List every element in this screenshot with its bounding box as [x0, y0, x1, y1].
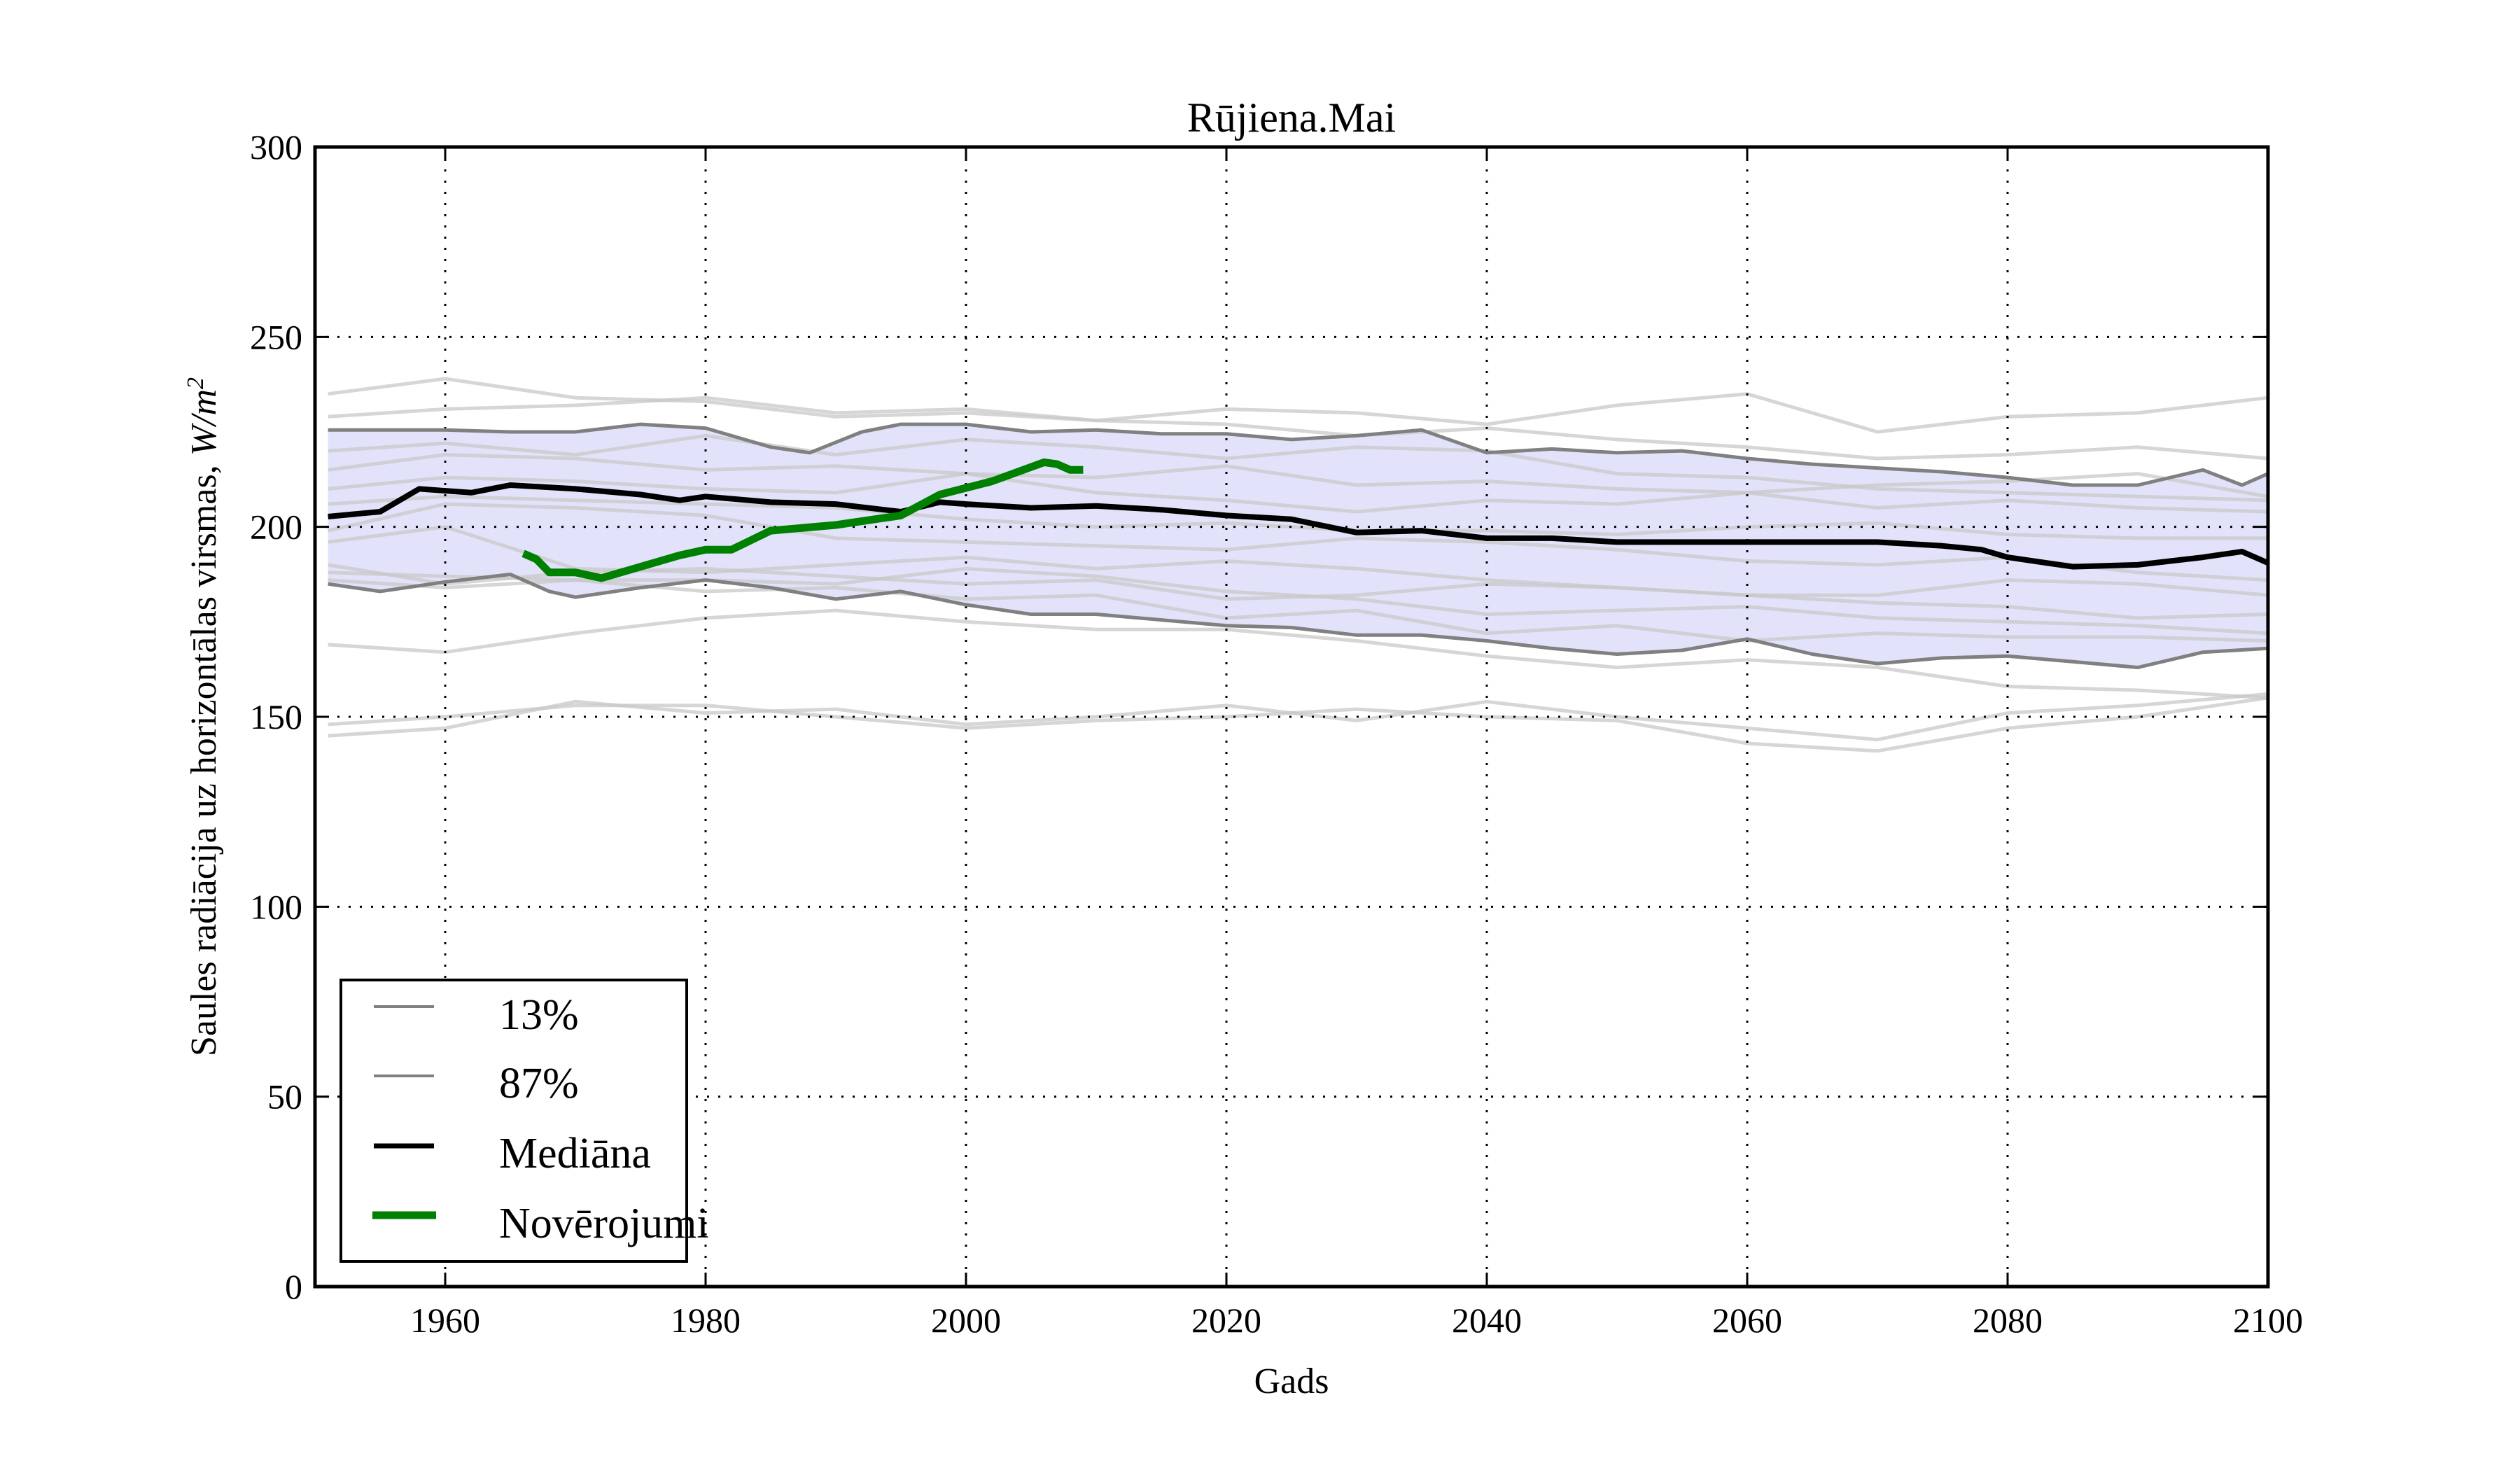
chart-title: Rūjiena.Mai — [1187, 94, 1396, 141]
legend-label-median: Mediāna — [499, 1130, 651, 1177]
model-run-line-9 — [328, 566, 2269, 636]
x-tick-label: 2060 — [1712, 1301, 1782, 1340]
model-run-line-1 — [328, 396, 2269, 461]
y-axis-label-unit: W/m — [184, 389, 224, 456]
axis-ticks: 1960 1980 2000 2020 2040 2060 2080 2100 0 50 100 15… — [250, 127, 2303, 1340]
series-line-observations — [522, 458, 1084, 582]
y-tick-label: 200 — [250, 507, 302, 547]
x-tick-label: 2100 — [2233, 1301, 2303, 1340]
model-run-line-3 — [328, 453, 2269, 498]
legend-label-observations: Novērojumi — [499, 1200, 709, 1247]
y-axis-label: Saules radiācija uz horizontālas virsmas… — [183, 377, 225, 1056]
legend-label-13: 13% — [499, 991, 579, 1039]
x-tick-label: 1960 — [410, 1301, 480, 1340]
percentile-band — [328, 424, 2268, 668]
x-tick-label: 2080 — [1973, 1301, 2043, 1340]
x-tick-label: 2020 — [1191, 1301, 1261, 1340]
y-tick-label: 150 — [250, 697, 302, 736]
model-run-line-6 — [328, 502, 2269, 582]
band-fill — [328, 424, 2268, 668]
y-axis-label-text: Saules radiācija uz horizontālas virsmas… — [184, 456, 224, 1056]
series-line-lower-band — [328, 573, 2269, 669]
legend: 13% 87% Mediāna Novērojumi — [340, 979, 709, 1263]
model-run-line-4 — [328, 472, 2269, 514]
x-tick-label: 2000 — [931, 1301, 1001, 1340]
model-run-line-10 — [328, 578, 2269, 643]
model-run-line-11 — [328, 608, 2269, 700]
x-tick-label: 2040 — [1452, 1301, 1522, 1340]
series-line-median — [328, 482, 2269, 570]
model-run-line-0 — [328, 377, 2269, 434]
y-tick-label: 0 — [285, 1267, 302, 1306]
y-tick-label: 250 — [250, 317, 302, 356]
legend-label-87: 87% — [499, 1060, 579, 1107]
series-lines — [328, 422, 2269, 669]
x-axis-label: Gads — [1254, 1362, 1329, 1401]
y-axis-label-unit-exponent: 2 — [183, 377, 209, 389]
y-tick-label: 300 — [250, 127, 302, 167]
y-tick-label: 50 — [267, 1077, 302, 1116]
model-run-line-2 — [328, 433, 2269, 503]
y-tick-label: 100 — [250, 887, 302, 926]
series-line-upper-band — [328, 422, 2269, 487]
model-run-line-13 — [328, 692, 2269, 742]
model-run-line-5 — [328, 494, 2268, 540]
x-tick-label: 1980 — [671, 1301, 741, 1340]
